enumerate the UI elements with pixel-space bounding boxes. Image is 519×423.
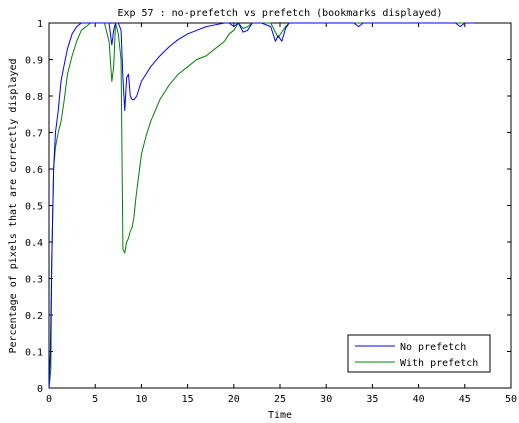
chart-title: Exp 57 : no-prefetch vs prefetch (bookma… (117, 8, 442, 19)
x-tick-label: 10 (135, 394, 147, 405)
series-line-no-prefetch (48, 22, 475, 389)
y-tick-label: 0.8 (25, 92, 43, 103)
legend-label-no-prefetch: No prefetch (400, 342, 466, 353)
x-tick-label: 20 (228, 394, 240, 405)
plot-area (48, 22, 512, 389)
y-tick-label: 0.7 (25, 129, 43, 140)
series-line-with-prefetch (48, 22, 475, 389)
x-tick-label: 40 (413, 394, 425, 405)
x-tick-label: 35 (366, 394, 378, 405)
x-tick-label: 5 (92, 394, 98, 405)
legend-box (347, 334, 491, 373)
x-tick-label: 50 (505, 394, 517, 405)
x-tick-label: 45 (459, 394, 471, 405)
x-axis-title: Time (268, 410, 292, 421)
y-axis-title: Percentage of pixels that are correctly … (8, 58, 19, 353)
x-tick-label: 15 (182, 394, 194, 405)
legend-label-with-prefetch: With prefetch (400, 358, 478, 369)
y-tick-label: 0.3 (25, 275, 43, 286)
series-layer (48, 22, 475, 389)
x-tick-label: 30 (320, 394, 332, 405)
y-tick-label: 0.6 (25, 165, 43, 176)
y-tick-label: 0 (37, 384, 43, 395)
x-tick-label: 0 (46, 394, 52, 405)
y-tick-label: 0.1 (25, 348, 43, 359)
y-tick-label: 1 (37, 19, 43, 30)
x-axis-ticks: 0 5 10 15 20 25 30 35 40 45 50 (46, 23, 517, 405)
x-tick-label: 25 (274, 394, 286, 405)
y-tick-label: 0.9 (25, 56, 43, 67)
legend: No prefetch With prefetch (347, 334, 491, 373)
y-tick-label: 0.5 (25, 202, 43, 213)
y-tick-label: 0.2 (25, 311, 43, 322)
y-tick-label: 0.4 (25, 238, 43, 249)
